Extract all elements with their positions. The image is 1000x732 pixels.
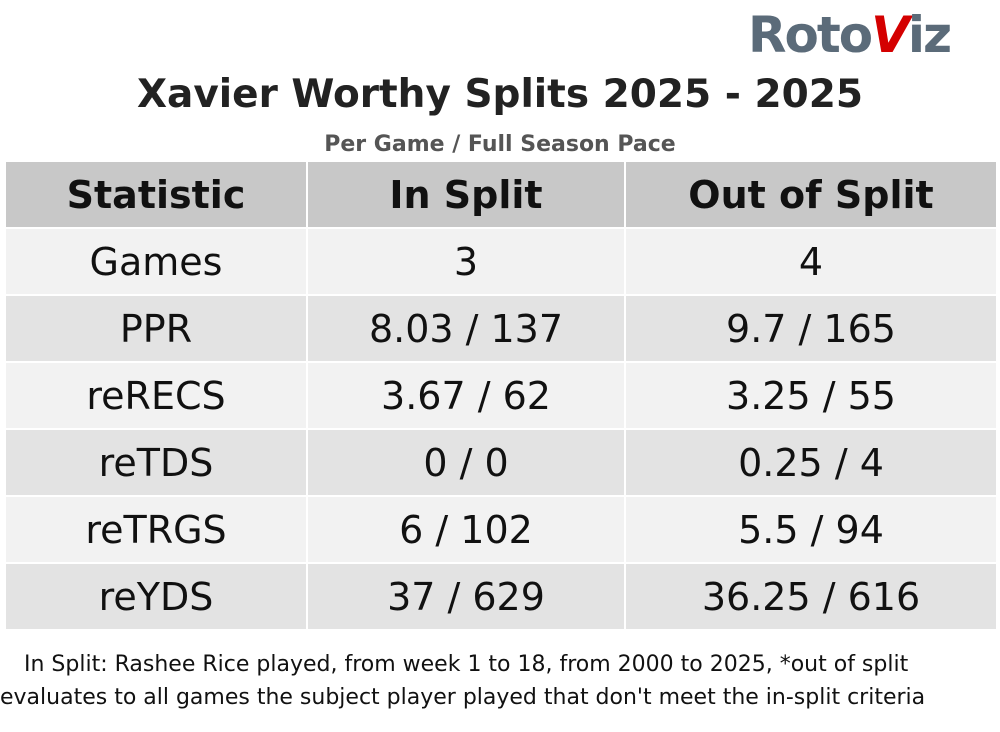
table-cell: reRECS xyxy=(4,361,308,430)
logo: RotoViz xyxy=(748,6,952,64)
table-cell: 36.25 / 616 xyxy=(624,562,998,631)
table-cell: Games xyxy=(4,227,308,296)
table-cell: 6 / 102 xyxy=(306,495,626,564)
splits-table: Statistic In Split Out of Split Games 3 4 PPR… xyxy=(4,160,998,631)
table-cell: 3 xyxy=(306,227,626,296)
table-cell: PPR xyxy=(4,294,308,363)
logo-left: Roto xyxy=(748,6,873,64)
table-cell: 3.67 / 62 xyxy=(306,361,626,430)
logo-right: iz xyxy=(907,6,952,64)
table-cell: 0 / 0 xyxy=(306,428,626,497)
table-row: reTRGS 6 / 102 5.5 / 94 xyxy=(4,495,998,564)
table-cell: 37 / 629 xyxy=(306,562,626,631)
table-row: reRECS 3.67 / 62 3.25 / 55 xyxy=(4,361,998,430)
header-row: Statistic In Split Out of Split xyxy=(4,160,998,229)
column-header: Statistic xyxy=(4,160,308,229)
table-row: PPR 8.03 / 137 9.7 / 165 xyxy=(4,294,998,363)
logo-mark: V xyxy=(871,6,910,64)
subtitle: Per Game / Full Season Pace xyxy=(324,132,676,157)
table-row: Games 3 4 xyxy=(4,227,998,296)
column-header: In Split xyxy=(306,160,626,229)
table-row: reYDS 37 / 629 36.25 / 616 xyxy=(4,562,998,631)
table-cell: reYDS xyxy=(4,562,308,631)
table-cell: 5.5 / 94 xyxy=(624,495,998,564)
table-cell: 3.25 / 55 xyxy=(624,361,998,430)
table-cell: 4 xyxy=(624,227,998,296)
footnote: In Split: Rashee Rice played, from week … xyxy=(0,652,926,710)
table-cell: 9.7 / 165 xyxy=(624,294,998,363)
table-cell: reTDS xyxy=(4,428,308,497)
table-cell: 8.03 / 137 xyxy=(306,294,626,363)
table-row: reTDS 0 / 0 0.25 / 4 xyxy=(4,428,998,497)
column-header: Out of Split xyxy=(624,160,998,229)
table-body: Games 3 4 PPR 8.03 / 137 9.7 / 165 reRECS 3.67 … xyxy=(4,227,998,631)
table-cell: reTRGS xyxy=(4,495,308,564)
title: Xavier Worthy Splits 2025 - 2025 xyxy=(136,72,864,117)
table-cell: 0.25 / 4 xyxy=(624,428,998,497)
